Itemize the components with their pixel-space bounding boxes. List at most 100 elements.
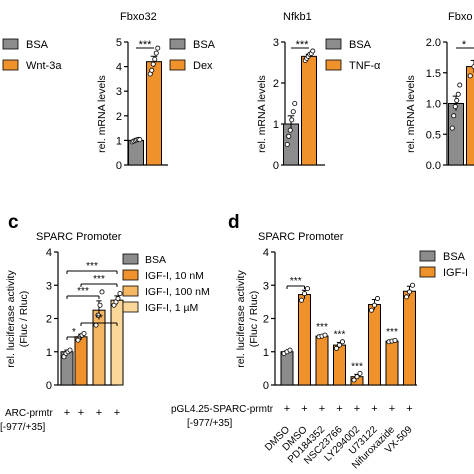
data-point (451, 113, 457, 119)
bar (385, 340, 399, 386)
data-point (406, 289, 412, 295)
legend-swatch-igf (419, 266, 436, 278)
fbxo32-legend: BSA Dex (169, 38, 216, 72)
fbxo-right-ylabel: rel. mRNA levels (405, 75, 417, 153)
fbxo-right-chart: Fbxo rel. mRNA levels 0.0 0.5 1.0 1.5 2.0 * (405, 11, 474, 172)
data-point (449, 125, 455, 131)
nfkb1-legend: BSA TNF-α (325, 38, 381, 72)
legend-swatch-bsa (122, 253, 139, 265)
bar (128, 139, 144, 166)
data-point (304, 286, 310, 292)
legend-swatch-tnf (325, 59, 342, 71)
data-point (292, 101, 298, 107)
data-point (392, 337, 398, 343)
data-point (152, 56, 158, 62)
data-point (310, 48, 316, 54)
nfkb1-significance: *** (296, 39, 310, 51)
y-tick-label: 0 (116, 160, 122, 172)
data-point (357, 370, 363, 376)
panel-c: c SPARC Promoter rel. luciferase activit… (0, 212, 124, 433)
data-point (81, 330, 87, 336)
y-tick-label: 3 (46, 280, 52, 292)
data-point (339, 339, 345, 345)
panel-d-letter: d (228, 212, 240, 233)
y-tick-label: 2 (273, 78, 279, 90)
bar (315, 335, 329, 386)
plasmid-plus: + (406, 403, 412, 415)
data-point (374, 296, 380, 302)
legend-swatch-bsa (169, 38, 186, 50)
fbxo-right-significance: * (462, 39, 467, 51)
y-tick-label: 1 (263, 347, 269, 359)
y-tick-label: 1.5 (426, 68, 441, 80)
y-tick-label: 2.0 (426, 37, 441, 49)
y-tick-label: 4 (263, 247, 269, 259)
panel-d-row-label-1: pGL4.25-SPARC-prmtr (171, 404, 274, 415)
legend-label-bsa: BSA (443, 251, 466, 263)
bar (368, 304, 381, 386)
y-tick-label: 1 (273, 119, 279, 131)
y-tick-label: 3 (273, 37, 279, 49)
panel-c-legend: BSA IGF-I, 10 nM IGF-I, 100 nM IGF-I, 1 … (122, 253, 210, 314)
panel-d-ylabel-2: (Fluc / Rluc) (248, 291, 260, 348)
bar (403, 290, 416, 386)
plasmid-plus: + (284, 403, 290, 415)
bar (466, 66, 474, 166)
data-point (99, 289, 105, 295)
y-tick-label: 0 (273, 160, 279, 172)
fbxo32-significance: *** (139, 39, 153, 51)
data-point (333, 345, 339, 351)
y-tick-label: 5 (116, 37, 122, 49)
sig-label: * (72, 327, 76, 338)
data-point (117, 291, 123, 297)
y-tick-label: 1 (116, 135, 122, 147)
nfkb1-chart: Nfkb1 rel. mRNA levels 0 1 2 3 *** (256, 11, 325, 172)
plasmid-plus: + (301, 403, 307, 415)
data-point (322, 332, 328, 338)
y-tick-label: 2 (46, 314, 52, 326)
data-point (368, 307, 374, 313)
y-tick-label: 0 (46, 380, 52, 392)
sig-label: *** (316, 322, 328, 333)
y-tick-label: 3 (116, 86, 122, 98)
plasmid-plus: + (319, 403, 325, 415)
panel-d-title: SPARC Promoter (258, 231, 344, 243)
y-tick-label: 2 (263, 314, 269, 326)
panel-c-ylabel-2: (Fluc / Rluc) (18, 291, 30, 348)
y-tick-label: 4 (116, 62, 122, 74)
data-point (454, 97, 460, 103)
plasmid-plus: + (114, 407, 120, 419)
data-point (455, 91, 461, 97)
legend-label-tnf: TNF-α (349, 60, 381, 72)
data-point (452, 104, 458, 110)
legend-label-bsa: BSA (193, 39, 216, 51)
data-point (354, 374, 360, 380)
y-tick-label: 1 (46, 347, 52, 359)
legend-label-bsa: BSA (145, 254, 166, 266)
y-tick-label: 3 (263, 280, 269, 292)
legend-label-igf-100nm: IGF-I, 100 nM (145, 286, 210, 298)
data-point (155, 45, 161, 51)
sig-label: *** (86, 261, 98, 272)
data-point (97, 302, 103, 308)
sig-label: *** (351, 361, 363, 372)
legend-swatch-dex (169, 59, 186, 71)
legend-swatch-wnt (2, 59, 19, 71)
fbxo-right-title: Fbxo (448, 11, 472, 23)
bar (333, 344, 346, 386)
plasmid-plus: + (64, 407, 70, 419)
fbxo32-chart: Fbxo32 rel. mRNA levels 0 1 2 3 4 5 *** (96, 11, 168, 172)
data-point (149, 67, 155, 73)
y-tick-label: 0.5 (426, 129, 441, 141)
top-left-legend: BSA Wnt-3a (2, 38, 62, 72)
data-point (290, 109, 296, 115)
bar (301, 55, 317, 166)
legend-label-bsa: BSA (26, 39, 49, 51)
data-point (67, 347, 73, 353)
bar (298, 294, 311, 386)
data-point (371, 302, 377, 308)
panel-c-row-label-1: ARC-prmtr (5, 408, 53, 419)
legend-label-wnt: Wnt-3a (26, 60, 62, 72)
